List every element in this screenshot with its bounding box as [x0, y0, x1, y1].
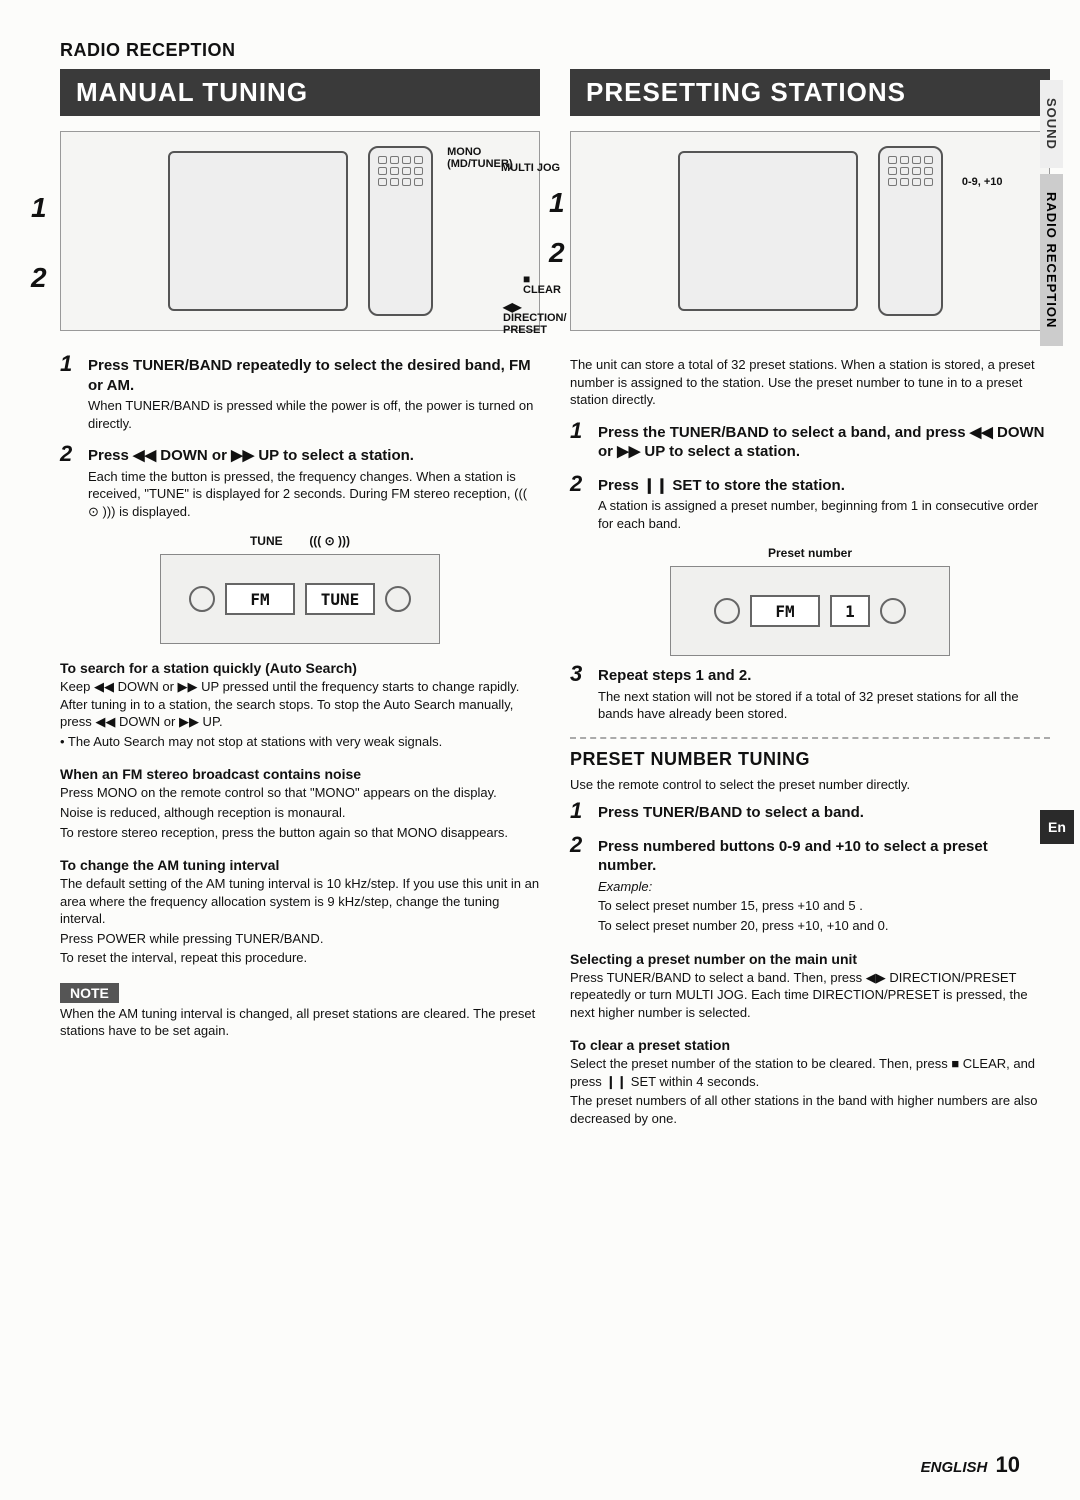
- step-number-1: 1: [60, 351, 72, 377]
- callout-numbers: 0-9, +10: [962, 176, 1003, 188]
- right-intro: The unit can store a total of 32 preset …: [570, 356, 1050, 409]
- callout-direction: DIRECTION/ PRESET: [503, 312, 567, 336]
- banner-presetting: PRESETTING STATIONS: [570, 69, 1050, 116]
- step2-body: Each time the button is pressed, the fre…: [88, 468, 540, 521]
- callout-multijog: MULTI JOG: [501, 162, 560, 174]
- p2-ex2: To select preset number 20, press +10, +…: [598, 917, 1050, 935]
- diagram-callout-2: 2: [31, 262, 47, 294]
- am-body2: Press POWER while pressing TUNER/BAND.: [60, 930, 540, 948]
- diagram-r-1: 1: [549, 187, 565, 219]
- diagram-r-2: 2: [549, 237, 565, 269]
- en-badge: En: [1040, 810, 1074, 844]
- clr-head: To clear a preset station: [570, 1037, 1050, 1053]
- note-body: When the AM tuning interval is changed, …: [60, 1005, 540, 1040]
- am-body3: To reset the interval, repeat this proce…: [60, 949, 540, 967]
- left-column: MANUAL TUNING 1 2 MONO (MD/TUNER): [60, 69, 540, 1127]
- remote-illustration-r: [878, 146, 943, 316]
- p2-example-label: Example:: [598, 878, 1050, 896]
- preset-num-label: Preset number: [570, 546, 1050, 560]
- footer-lang: ENGLISH: [921, 1459, 988, 1476]
- p2-ex1: To select preset number 15, press +10 an…: [598, 897, 1050, 915]
- r-step-number-2: 2: [570, 471, 582, 497]
- tune-display-figure: FM TUNE: [160, 554, 440, 644]
- side-tabs: SOUND RADIO RECEPTION: [1040, 80, 1074, 352]
- footer-page: 10: [996, 1452, 1020, 1477]
- am-head: To change the AM tuning interval: [60, 857, 540, 873]
- step-number-2: 2: [60, 441, 72, 467]
- lcd-tune: TUNE: [305, 583, 375, 615]
- r-lcd-fm: FM: [750, 595, 820, 627]
- diagram-callout-1: 1: [31, 192, 47, 224]
- lcd-fm: FM: [225, 583, 295, 615]
- r-step3-body: The next station will not be stored if a…: [598, 688, 1050, 723]
- r-step1-title: Press the TUNER/BAND to select a band, a…: [598, 423, 1050, 462]
- step1-body: When TUNER/BAND is pressed while the pow…: [88, 397, 540, 432]
- autosearch-body: Keep ◀◀ DOWN or ▶▶ UP pressed until the …: [60, 678, 540, 731]
- clr-body1: Select the preset number of the station …: [570, 1055, 1050, 1090]
- p-step-number-2: 2: [570, 832, 582, 858]
- clr-body2: The preset numbers of all other stations…: [570, 1092, 1050, 1127]
- r-lcd-1: 1: [830, 595, 870, 627]
- main-unit-illustration: [168, 151, 348, 311]
- step1-title: Press TUNER/BAND repeatedly to select th…: [88, 356, 540, 395]
- p1-title: Press TUNER/BAND to select a band.: [598, 803, 1050, 823]
- preset-number-tuning-head: PRESET NUMBER TUNING: [570, 737, 1050, 770]
- fmnoise-body3: To restore stereo reception, press the b…: [60, 824, 540, 842]
- tab-sound: SOUND: [1040, 80, 1063, 168]
- r-step2-title: Press ❙❙ SET to store the station.: [598, 476, 1050, 496]
- sel-head: Selecting a preset number on the main un…: [570, 951, 1050, 967]
- tab-radio-reception: RADIO RECEPTION: [1040, 174, 1063, 346]
- diagram-left: 1 2 MONO (MD/TUNER): [60, 131, 540, 331]
- r-step-number-3: 3: [570, 661, 582, 687]
- banner-manual-tuning: MANUAL TUNING: [60, 69, 540, 116]
- callout-clear: CLEAR: [523, 284, 561, 296]
- tune-label: TUNE: [250, 534, 283, 548]
- am-body1: The default setting of the AM tuning int…: [60, 875, 540, 928]
- autosearch-head: To search for a station quickly (Auto Se…: [60, 660, 540, 676]
- sub-intro: Use the remote control to select the pre…: [570, 776, 1050, 794]
- autosearch-bullet: • The Auto Search may not stop at statio…: [60, 733, 540, 751]
- preset-display-figure: FM 1: [670, 566, 950, 656]
- diagram-right: MULTI JOG 1 2 ■ CLEAR ◀▶ DIRECTION/ PRES…: [570, 131, 1050, 331]
- fmnoise-body1: Press MONO on the remote control so that…: [60, 784, 540, 802]
- r-step-number-1: 1: [570, 418, 582, 444]
- fmnoise-body2: Noise is reduced, although reception is …: [60, 804, 540, 822]
- sel-body: Press TUNER/BAND to select a band. Then,…: [570, 969, 1050, 1022]
- right-column: PRESETTING STATIONS MULTI JOG 1 2 ■ CLEA…: [570, 69, 1050, 1127]
- stereo-label: ((( ⊙ ))): [309, 534, 350, 548]
- page-footer: ENGLISH 10: [921, 1452, 1020, 1478]
- p2-title: Press numbered buttons 0-9 and +10 to se…: [598, 837, 1050, 876]
- r-step3-title: Repeat steps 1 and 2.: [598, 666, 1050, 686]
- main-unit-illustration-r: [678, 151, 858, 311]
- r-step2-body: A station is assigned a preset number, b…: [598, 497, 1050, 532]
- fmnoise-head: When an FM stereo broadcast contains noi…: [60, 766, 540, 782]
- step2-title: Press ◀◀ DOWN or ▶▶ UP to select a stati…: [88, 446, 540, 466]
- note-badge: NOTE: [60, 983, 119, 1003]
- p-step-number-1: 1: [570, 798, 582, 824]
- remote-illustration: [368, 146, 433, 316]
- chapter-title: RADIO RECEPTION: [60, 40, 1050, 61]
